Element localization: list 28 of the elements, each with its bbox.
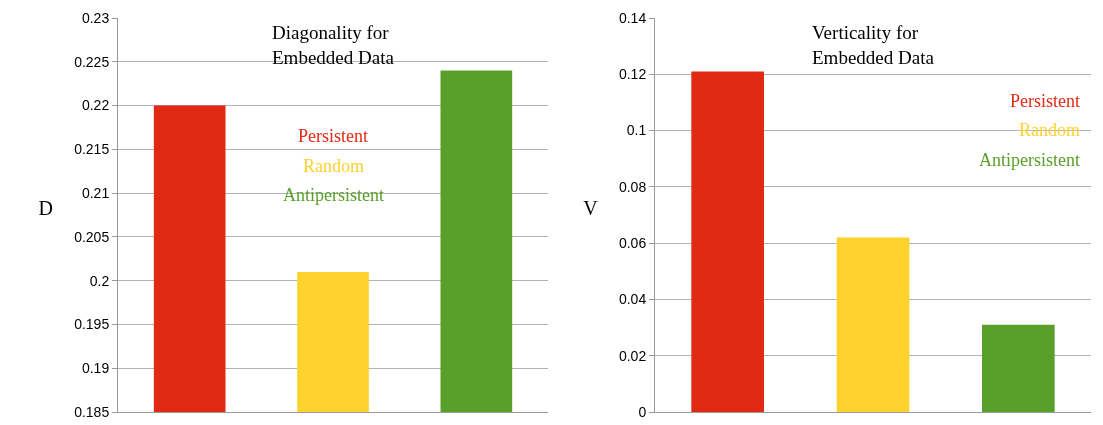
text: Diagonality for Embedded Data <box>272 22 395 68</box>
y-tick-label: 0.205 <box>74 228 110 245</box>
y-tick-label: 0.225 <box>74 53 110 70</box>
text: Random <box>1019 120 1080 140</box>
y-tick-label: 0.22 <box>81 97 110 114</box>
y-tick-label: 0.185 <box>74 403 110 420</box>
text: Verticality for Embedded Data <box>812 22 935 68</box>
text: Antipersistent <box>979 150 1080 170</box>
y-tick-label: 0.195 <box>74 316 110 333</box>
y-tick-label: 0.08 <box>618 178 647 195</box>
y-axis-title: V <box>583 197 599 219</box>
y-tick-label: 0.04 <box>618 291 647 308</box>
y-tick-label: 0.02 <box>618 347 647 364</box>
text: Persistent <box>298 126 368 146</box>
y-tick-label: 0.14 <box>618 9 647 26</box>
y-tick-label: 0.12 <box>618 66 647 83</box>
text: Persistent <box>1010 91 1080 111</box>
y-tick-label: 0.06 <box>618 235 647 252</box>
y-axis-title: D <box>38 197 53 219</box>
y-tick-label: 0.2 <box>89 272 110 289</box>
y-tick-label: 0.215 <box>74 141 110 158</box>
y-tick-label: 0.19 <box>81 360 110 377</box>
y-tick-label: 0.21 <box>81 185 110 202</box>
text: Antipersistent <box>283 185 384 205</box>
y-tick-label: 0.23 <box>81 9 110 26</box>
y-tick-label: 0 <box>638 403 647 420</box>
text: Random <box>303 156 364 176</box>
y-tick-label: 0.1 <box>626 122 647 139</box>
